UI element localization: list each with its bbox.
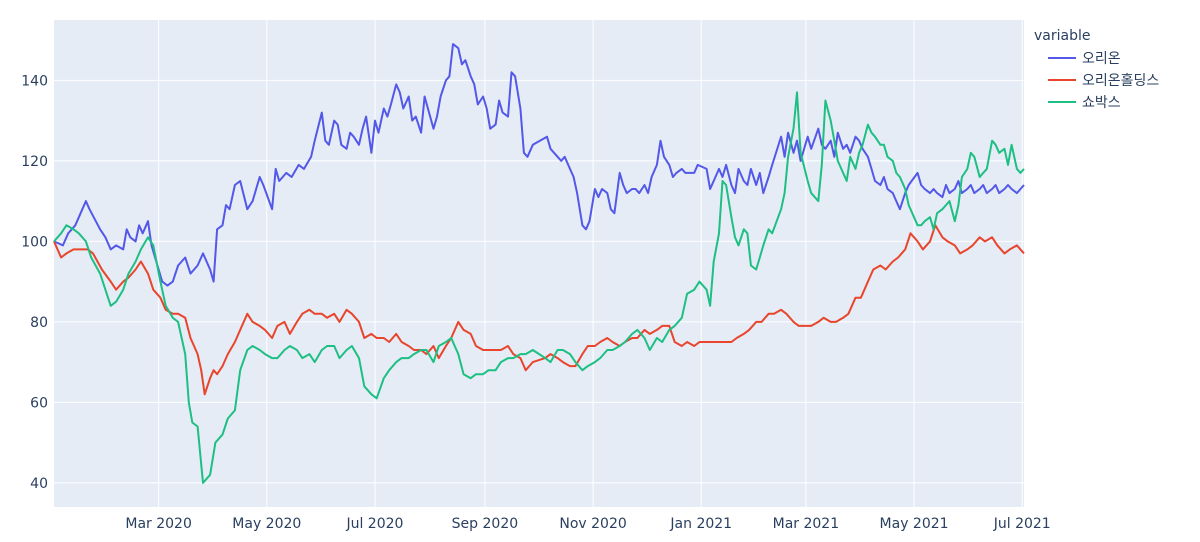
y-tick-label: 60 <box>30 395 48 411</box>
x-tick-label: Mar 2020 <box>125 516 192 532</box>
legend-title: variable <box>1034 28 1090 44</box>
legend-label[interactable]: 오리온 <box>1082 51 1121 67</box>
y-tick-label: 140 <box>21 73 48 89</box>
x-tick-label: Nov 2020 <box>559 516 626 532</box>
x-tick-label: Jan 2021 <box>669 516 732 532</box>
y-gridlines <box>54 79 1024 484</box>
y-axis-tick-labels: 40 60 80 100 120 140 <box>21 73 48 491</box>
series-line-1[interactable] <box>53 43 1025 287</box>
series-line-3[interactable] <box>53 91 1025 484</box>
series-line-2[interactable] <box>53 224 1025 396</box>
y-tick-label: 40 <box>30 476 48 492</box>
x-tick-label: Jul 2021 <box>993 516 1051 532</box>
x-tick-label: May 2021 <box>880 516 949 532</box>
y-tick-label: 100 <box>21 234 48 250</box>
x-tick-label: Mar 2021 <box>773 516 840 532</box>
legend-label[interactable]: 쇼박스 <box>1082 95 1121 111</box>
y-tick-label: 120 <box>21 154 48 170</box>
y-tick-label: 80 <box>30 315 48 331</box>
series-lines <box>53 43 1025 484</box>
legend-label[interactable]: 오리온홀딩스 <box>1082 73 1159 89</box>
x-axis-tick-labels: Mar 2020 May 2020 Jul 2020 Sep 2020 Nov 2020… <box>125 516 1050 532</box>
x-tick-label: May 2020 <box>232 516 301 532</box>
x-tick-label: Jul 2020 <box>345 516 403 532</box>
x-tick-label: Sep 2020 <box>452 516 518 532</box>
